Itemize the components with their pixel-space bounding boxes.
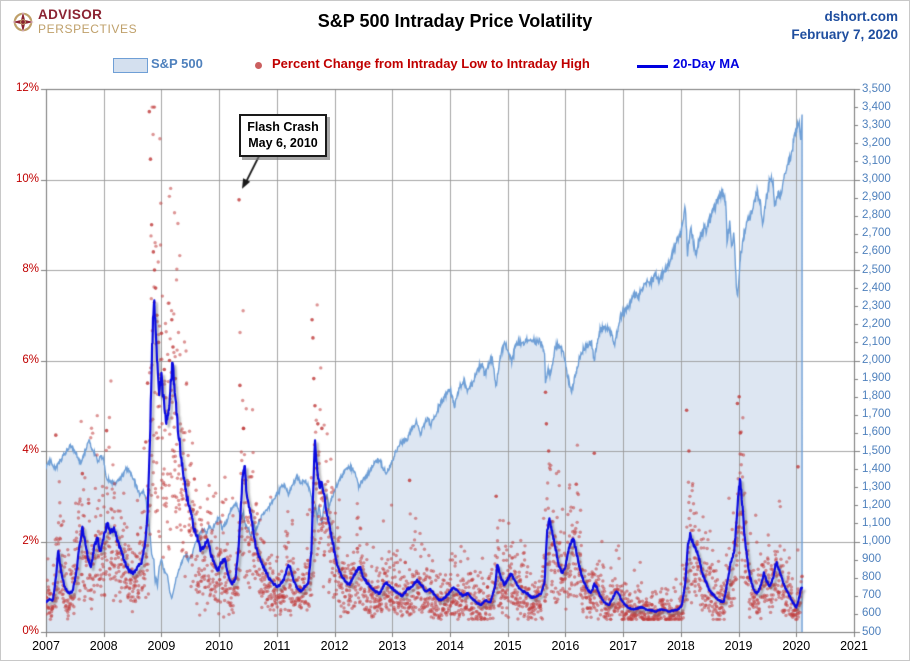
right-axis-tick-2,300: 2,300 [862,299,891,312]
right-axis-tick-2,200: 2,200 [862,317,891,330]
left-axis-tick-10%: 10% [15,172,39,185]
logo-perspectives-text: PERSPECTIVES [38,21,138,36]
right-axis-tick-700: 700 [862,589,882,602]
right-axis-tick-1,900: 1,900 [862,372,891,385]
right-axis-tick-3,300: 3,300 [862,118,891,131]
right-axis-tick-2,700: 2,700 [862,227,891,240]
source-site-label: dshort.com [824,9,898,24]
right-axis-tick-1,500: 1,500 [862,444,891,457]
left-axis-tick-0%: 0% [22,625,39,637]
x-axis-tick-2020: 2020 [782,639,811,653]
right-axis-tick-1,800: 1,800 [862,390,891,403]
right-axis-tick-1,700: 1,700 [862,408,891,421]
right-axis-tick-1,600: 1,600 [862,426,891,439]
right-axis-tick-1,300: 1,300 [862,480,891,493]
right-axis-tick-800: 800 [862,571,882,584]
x-axis-tick-2010: 2010 [205,639,234,653]
left-axis-tick-6%: 6% [22,353,39,366]
legend-sp500-label: S&P 500 [151,56,203,71]
x-axis-tick-2008: 2008 [89,639,118,653]
left-axis-tick-12%: 12% [15,82,39,94]
left-axis-tick-8%: 8% [22,263,39,275]
x-axis-tick-2017: 2017 [609,639,638,653]
right-axis-tick-2,500: 2,500 [862,263,891,276]
left-axis-tick-2%: 2% [22,534,39,547]
sp500-area-swatch-icon [113,58,148,73]
compass-rose-icon [11,10,35,34]
right-axis-tick-2,900: 2,900 [862,191,891,204]
x-axis-tick-2019: 2019 [724,639,753,653]
right-axis-tick-600: 600 [862,607,882,620]
right-axis-tick-2,000: 2,000 [862,354,891,366]
x-axis-tick-2009: 2009 [147,639,176,653]
left-axis-tick-4%: 4% [22,444,39,456]
x-axis-tick-2015: 2015 [493,639,522,653]
x-axis-tick-2014: 2014 [436,639,464,653]
right-axis-tick-2,100: 2,100 [862,335,891,348]
x-axis-tick-2011: 2011 [263,639,291,653]
advisor-perspectives-logo: ADVISOR PERSPECTIVES [11,8,137,35]
right-axis-tick-900: 900 [862,553,882,566]
source-block: dshort.com February 7, 2020 [791,8,898,44]
right-axis-tick-3,500: 3,500 [862,82,891,95]
right-axis-tick-3,400: 3,400 [862,100,891,113]
legend-ma-label: 20-Day MA [673,56,740,71]
flash-crash-annotation: Flash Crash May 6, 2010 [239,114,327,157]
right-axis-tick-1,400: 1,400 [862,462,891,475]
logo-advisor-text: ADVISOR [38,7,103,22]
scatter-dot-icon [255,62,262,69]
date-label: February 7, 2020 [791,27,898,43]
chart-legend: S&P 500 Percent Change from Intraday Low… [1,54,909,76]
logo-text: ADVISOR PERSPECTIVES [38,8,137,35]
right-axis-tick-2,400: 2,400 [862,281,891,294]
x-axis-tick-2012: 2012 [320,639,349,653]
right-axis-tick-3,000: 3,000 [862,173,891,185]
annotation-line2: May 6, 2010 [248,136,318,151]
x-axis-tick-2018: 2018 [666,639,695,653]
right-axis-tick-3,200: 3,200 [862,136,891,149]
x-axis-tick-2013: 2013 [378,639,407,653]
legend-scatter-label: Percent Change from Intraday Low to Intr… [272,56,590,71]
right-axis-tick-2,800: 2,800 [862,209,891,222]
x-axis-tick-2021: 2021 [840,639,868,653]
right-axis-tick-3,100: 3,100 [862,154,891,167]
annotation-line1: Flash Crash [247,120,319,134]
right-axis-tick-2,600: 2,600 [862,245,891,258]
right-axis-tick-1,200: 1,200 [862,498,891,511]
ma-line-icon [637,65,668,68]
x-axis-tick-2007: 2007 [32,639,60,653]
page-title: S&P 500 Intraday Price Volatility [317,11,593,31]
right-axis-tick-1,000: 1,000 [862,535,891,547]
x-axis-tick-2016: 2016 [551,639,580,653]
right-axis-tick-1,100: 1,100 [862,516,891,529]
right-axis-tick-500: 500 [862,625,882,638]
